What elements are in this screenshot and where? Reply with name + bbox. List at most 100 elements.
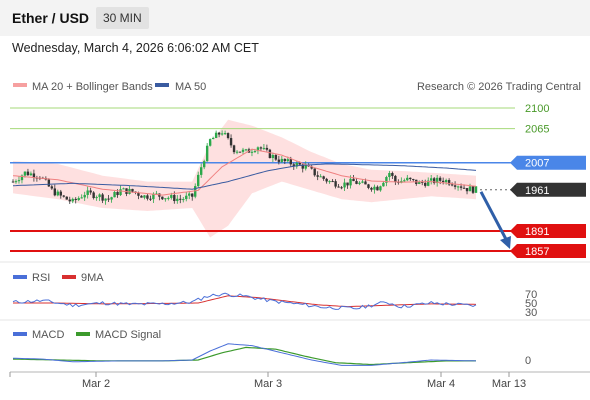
candle-body (65, 196, 68, 200)
candle-body (310, 166, 313, 169)
candle-body (179, 198, 182, 200)
candle-body (459, 186, 463, 188)
macd-zero-tick: 0 (525, 355, 531, 367)
candle-body (337, 186, 340, 188)
candle-body (20, 175, 24, 181)
candle-body (343, 182, 346, 188)
candle-body (268, 149, 272, 159)
resistance-label-2100: 2100 (525, 103, 549, 115)
candle-body (89, 190, 92, 193)
candle-body (14, 181, 18, 183)
rsi-ma-legend-label: 9MA (81, 272, 104, 284)
rsi-ma-legend-swatch (62, 275, 76, 279)
candle-body (325, 178, 328, 182)
x-tick-label: Mar 3 (254, 378, 282, 390)
rsi-tick-70: 70 (525, 289, 537, 301)
macd-signal-legend-swatch (76, 332, 90, 336)
candle-body (176, 198, 179, 202)
candle-body (301, 164, 304, 169)
candle-body (113, 192, 116, 198)
candle-body (167, 197, 170, 199)
candle-body (277, 159, 281, 162)
candle-body (26, 171, 30, 176)
candle-body (256, 147, 260, 152)
candle-body (71, 198, 74, 202)
candle-body (188, 193, 191, 196)
candle-body (208, 139, 212, 146)
candle-body (77, 198, 80, 200)
candle-body (47, 179, 51, 187)
candle-body (334, 181, 337, 187)
candle-body (355, 181, 358, 184)
datetime-label: Wednesday, March 4, 2026 6:06:02 AM CET (12, 41, 259, 55)
candle-body (379, 186, 382, 191)
candle-body (394, 175, 397, 182)
candle-body (441, 180, 445, 183)
candle-body (462, 187, 466, 189)
pivot-label: 2007 (525, 158, 549, 170)
candle-body (349, 178, 352, 186)
candle-body (418, 181, 421, 184)
candle-body (292, 164, 295, 167)
candle-body (23, 171, 27, 176)
candle-body (140, 195, 143, 198)
candle-body (289, 159, 292, 165)
candle-body (435, 177, 439, 184)
candle-body (202, 161, 206, 168)
candle-body (250, 151, 254, 153)
candle-body (235, 151, 239, 153)
candle-body (424, 182, 427, 186)
ma50-legend-swatch (155, 83, 169, 87)
candle-body (205, 145, 209, 162)
rsi-legend-label: RSI (32, 272, 50, 284)
candle-body (313, 168, 316, 176)
candle-body (468, 186, 472, 192)
candle-body (316, 175, 319, 177)
candle-body (474, 186, 478, 193)
candle-body (376, 186, 379, 191)
candle-body (50, 186, 54, 189)
candle-body (104, 198, 107, 201)
candle-body (412, 179, 415, 181)
candle-body (164, 198, 167, 200)
candle-body (119, 189, 122, 196)
candle-body (197, 174, 200, 187)
resistance-label-2065: 2065 (525, 124, 549, 136)
candle-body (286, 159, 290, 162)
candle-body (74, 198, 77, 200)
timeframe-button[interactable]: 30 MIN (96, 7, 149, 29)
candle-body (346, 182, 349, 186)
candle-body (80, 197, 83, 199)
candle-body (465, 188, 469, 192)
candle-body (29, 173, 33, 176)
candle-body (232, 145, 236, 153)
candle-body (143, 195, 146, 198)
candle-body (53, 188, 57, 196)
last-price-label: 1961 (525, 185, 549, 197)
candle-body (253, 151, 257, 153)
rsi-tick-30: 30 (525, 307, 537, 319)
candle-body (95, 197, 98, 199)
rsi-line (12, 292, 477, 310)
candle-body (259, 147, 263, 149)
candle-body (241, 149, 245, 152)
candle-body (83, 194, 86, 198)
candle-body (406, 177, 409, 181)
candle-body (364, 181, 367, 185)
candle-body (274, 154, 278, 160)
candle-body (244, 149, 248, 151)
candle-body (217, 132, 221, 135)
pivot-label-bg (510, 155, 586, 170)
candle-body (185, 195, 188, 200)
ma50-line (12, 163, 477, 190)
candle-body (214, 132, 218, 138)
candle-body (280, 158, 284, 162)
candle-body (447, 180, 451, 185)
support-label-1857-bg (510, 244, 586, 258)
rsi-legend-swatch (13, 275, 27, 279)
support-label-1891-bg (510, 223, 586, 238)
candle-body (211, 137, 215, 140)
candle-body (271, 154, 275, 159)
candle-body (170, 195, 173, 198)
